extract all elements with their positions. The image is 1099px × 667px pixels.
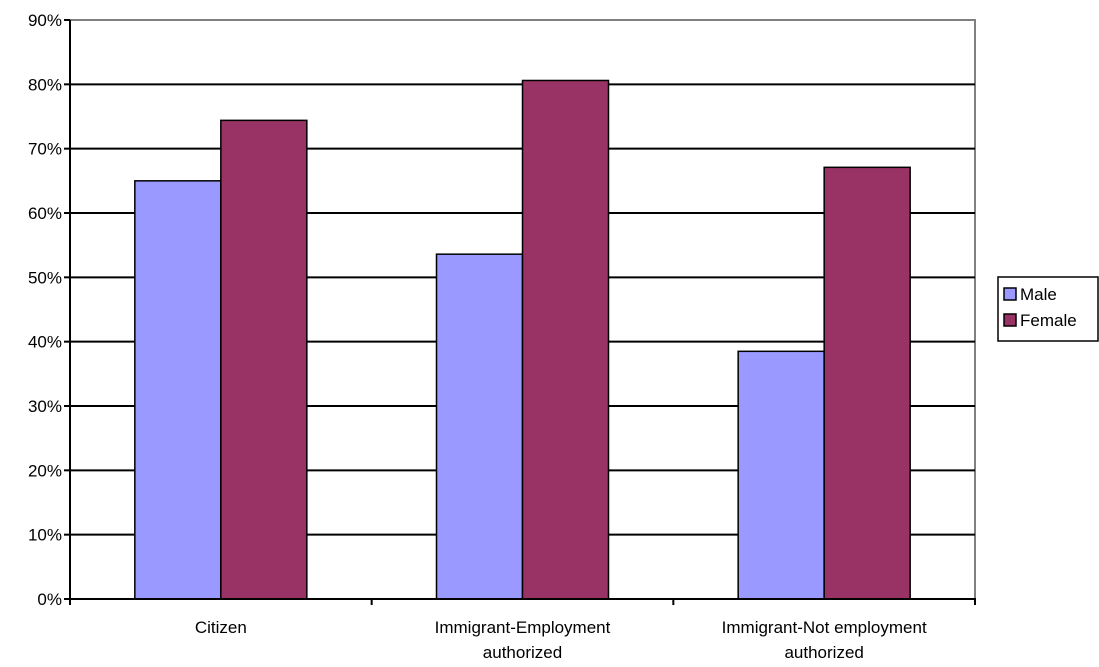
y-tick-label: 10% bbox=[28, 526, 62, 545]
y-tick-label: 30% bbox=[28, 397, 62, 416]
bar-female-0 bbox=[220, 119, 308, 600]
y-tick-label: 70% bbox=[28, 140, 62, 159]
y-tick-label: 20% bbox=[28, 461, 62, 480]
y-tick-label: 80% bbox=[28, 75, 62, 94]
x-axis-tick-labels: Citizen Immigrant-Employment authorized Imm… bbox=[195, 618, 927, 662]
y-tick-label: 50% bbox=[28, 268, 62, 287]
bar-male-1 bbox=[435, 253, 524, 600]
legend-label-female: Female bbox=[1020, 311, 1077, 330]
bar-female-2 bbox=[823, 166, 911, 600]
bar-female-1 bbox=[521, 79, 610, 600]
y-tick-label: 90% bbox=[28, 11, 62, 30]
axes bbox=[64, 19, 976, 605]
bar-male-0 bbox=[134, 180, 222, 600]
y-axis-tick-labels: 0% 10% 20% 30% 40% 50% 60% 70% 80% 90% bbox=[28, 11, 62, 609]
x-tick-label: Immigrant-Not employment authorized bbox=[722, 618, 927, 662]
y-tick-label: 0% bbox=[37, 590, 62, 609]
bars bbox=[134, 79, 911, 600]
legend-label-male: Male bbox=[1020, 285, 1057, 304]
y-tick-label: 60% bbox=[28, 204, 62, 223]
legend-swatch-female bbox=[1003, 313, 1017, 327]
x-tick-label: Immigrant-Employment authorized bbox=[435, 618, 611, 662]
bar-male-2 bbox=[737, 350, 825, 600]
legend-swatch-male bbox=[1003, 287, 1017, 301]
y-tick-label: 40% bbox=[28, 333, 62, 352]
legend: Male Female bbox=[997, 276, 1099, 342]
x-tick-label: Citizen bbox=[195, 618, 247, 637]
